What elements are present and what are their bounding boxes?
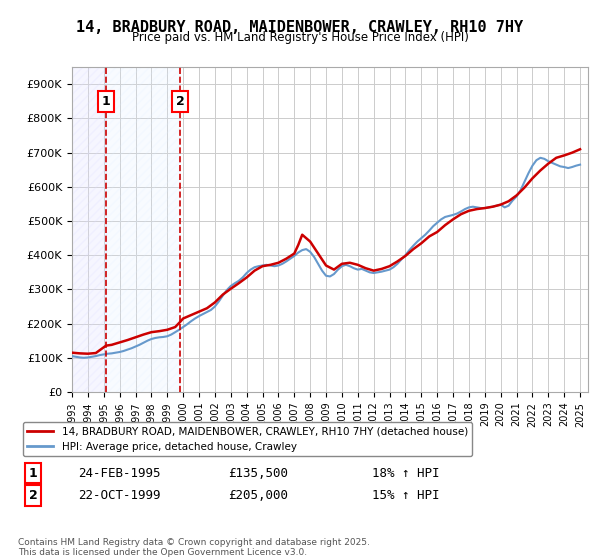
Bar: [106, 67, 180, 392]
Line: 14, BRADBURY ROAD, MAIDENBOWER, CRAWLEY, RH10 7HY (detached house): 14, BRADBURY ROAD, MAIDENBOWER, CRAWLEY,…: [72, 150, 580, 354]
HPI: Average price, detached house, Crawley: (2.01e+03, 3.68e+05): Average price, detached house, Crawley: …: [338, 263, 346, 269]
HPI: Average price, detached house, Crawley: (1.99e+03, 1.05e+05): Average price, detached house, Crawley: …: [68, 353, 76, 360]
Text: 2: 2: [29, 489, 37, 502]
Text: £135,500: £135,500: [228, 466, 288, 480]
HPI: Average price, detached house, Crawley: (1.99e+03, 1.08e+05): Average price, detached house, Crawley: …: [96, 352, 103, 358]
14, BRADBURY ROAD, MAIDENBOWER, CRAWLEY, RH10 7HY (detached house): [156, 328, 163, 334]
14, BRADBURY ROAD, MAIDENBOWER, CRAWLEY, RH10 7HY (detached house): [299, 231, 306, 238]
HPI: Average price, detached house, Crawley: (1.99e+03, 1e+05): Average price, detached house, Crawley: …: [80, 354, 88, 361]
Legend: 14, BRADBURY ROAD, MAIDENBOWER, CRAWLEY, RH10 7HY (detached house), HPI: Average: 14, BRADBURY ROAD, MAIDENBOWER, CRAWLEY,…: [23, 422, 472, 456]
HPI: Average price, detached house, Crawley: (2.02e+03, 6.65e+05): Average price, detached house, Crawley: …: [577, 161, 584, 168]
Text: Contains HM Land Registry data © Crown copyright and database right 2025.
This d: Contains HM Land Registry data © Crown c…: [18, 538, 370, 557]
Text: 1: 1: [29, 466, 37, 480]
HPI: Average price, detached house, Crawley: (2.02e+03, 5.4e+05): Average price, detached house, Crawley: …: [473, 204, 481, 211]
HPI: Average price, detached house, Crawley: (2.02e+03, 5.9e+05): Average price, detached house, Crawley: …: [517, 187, 524, 194]
14, BRADBURY ROAD, MAIDENBOWER, CRAWLEY, RH10 7HY (detached house): [84, 351, 91, 357]
14, BRADBURY ROAD, MAIDENBOWER, CRAWLEY, RH10 7HY (detached house): [140, 331, 147, 338]
14, BRADBURY ROAD, MAIDENBOWER, CRAWLEY, RH10 7HY (detached house): [457, 211, 464, 218]
HPI: Average price, detached house, Crawley: (2.02e+03, 6.85e+05): Average price, detached house, Crawley: …: [537, 155, 544, 161]
Text: 15% ↑ HPI: 15% ↑ HPI: [372, 489, 439, 502]
Line: HPI: Average price, detached house, Crawley: HPI: Average price, detached house, Craw…: [72, 158, 580, 358]
Text: £205,000: £205,000: [228, 489, 288, 502]
HPI: Average price, detached house, Crawley: (2.01e+03, 3.5e+05): Average price, detached house, Crawley: …: [374, 269, 381, 276]
HPI: Average price, detached house, Crawley: (2e+03, 2.5e+05): Average price, detached house, Crawley: …: [211, 303, 218, 310]
Text: 22-OCT-1999: 22-OCT-1999: [78, 489, 161, 502]
14, BRADBURY ROAD, MAIDENBOWER, CRAWLEY, RH10 7HY (detached house): [545, 160, 552, 167]
Text: 18% ↑ HPI: 18% ↑ HPI: [372, 466, 439, 480]
14, BRADBURY ROAD, MAIDENBOWER, CRAWLEY, RH10 7HY (detached house): [283, 255, 290, 262]
Text: 24-FEB-1995: 24-FEB-1995: [78, 466, 161, 480]
14, BRADBURY ROAD, MAIDENBOWER, CRAWLEY, RH10 7HY (detached house): [577, 146, 584, 153]
Text: Price paid vs. HM Land Registry's House Price Index (HPI): Price paid vs. HM Land Registry's House …: [131, 31, 469, 44]
14, BRADBURY ROAD, MAIDENBOWER, CRAWLEY, RH10 7HY (detached house): [68, 349, 76, 356]
Bar: [72, 67, 106, 392]
Text: 14, BRADBURY ROAD, MAIDENBOWER, CRAWLEY, RH10 7HY: 14, BRADBURY ROAD, MAIDENBOWER, CRAWLEY,…: [76, 20, 524, 35]
Text: 1: 1: [101, 95, 110, 108]
Text: 2: 2: [176, 95, 184, 108]
